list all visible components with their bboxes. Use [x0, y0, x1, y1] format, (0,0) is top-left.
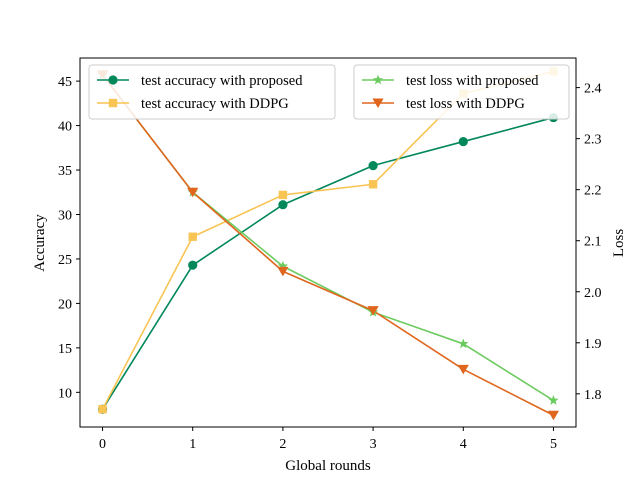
legend-loss: test loss with proposed test loss with DD… [353, 64, 570, 120]
left-y-axis-label: Accuracy [32, 214, 48, 272]
legend-box [88, 64, 336, 120]
x-tick-label: 5 [550, 437, 557, 452]
left-y-tick-label: 45 [58, 75, 72, 90]
legend-entry: test accuracy with DDPG [141, 96, 289, 112]
right-y-tick-label: 2.0 [584, 286, 602, 301]
legend-accuracy: test accuracy with proposed test accuracy… [88, 64, 336, 120]
left-y-tick-label: 40 [58, 120, 72, 135]
legend-marker [372, 98, 384, 109]
data-point [458, 338, 469, 349]
left-y-tick-label: 10 [58, 386, 72, 401]
x-axis-label: Global rounds [285, 458, 371, 474]
data-point [98, 405, 107, 414]
right-y-tick-label: 1.8 [584, 388, 602, 403]
data-point [458, 136, 468, 147]
right-y-tick-label: 2.4 [584, 82, 602, 97]
legend-entry: test loss with proposed [406, 73, 539, 89]
right-y-axis: 1.8 1.9 2.0 2.1 2.2 2.3 2.4 [576, 82, 602, 403]
data-point [187, 187, 199, 198]
right-y-axis-label: Loss [611, 229, 627, 258]
left-y-tick-label: 35 [58, 164, 72, 179]
legend-box [353, 64, 570, 120]
data-point [547, 410, 560, 421]
data-point [457, 364, 469, 375]
series-line-1 [101, 116, 554, 410]
data-point [188, 260, 198, 270]
plot-frame [79, 57, 577, 428]
series-lines [101, 70, 554, 416]
data-point [368, 180, 378, 189]
x-tick-label: 2 [279, 437, 286, 452]
series-line-4 [101, 74, 554, 416]
x-tick-label: 0 [99, 437, 106, 452]
data-point [368, 160, 378, 171]
data-point [278, 200, 288, 210]
left-y-tick-label: 25 [58, 253, 72, 268]
x-axis: 0 1 2 3 4 5 [99, 427, 557, 452]
left-y-axis: 10 15 20 25 30 35 40 45 [58, 75, 80, 401]
x-tick-label: 1 [189, 437, 196, 452]
right-y-tick-label: 2.1 [584, 235, 602, 250]
right-y-tick-label: 2.2 [584, 184, 602, 199]
legend-marker [108, 75, 118, 85]
data-point [367, 306, 379, 316]
series-line-3 [101, 74, 554, 402]
left-y-tick-label: 15 [58, 342, 72, 357]
legend-entry: test accuracy with proposed [141, 73, 303, 89]
legend-entry: test loss with DDPG [406, 96, 525, 112]
right-y-tick-label: 2.3 [584, 133, 602, 148]
data-point [278, 190, 288, 200]
x-tick-label: 3 [370, 437, 377, 452]
legend-marker [372, 74, 384, 85]
left-y-tick-label: 20 [58, 297, 72, 312]
data-point [277, 260, 289, 271]
data-point [277, 266, 289, 277]
x-tick-label: 4 [460, 437, 467, 452]
series-markers [96, 67, 560, 421]
legend-marker [108, 98, 118, 108]
right-y-tick-label: 1.9 [584, 337, 602, 352]
left-y-tick-label: 30 [58, 208, 72, 223]
data-point [188, 232, 197, 241]
data-point [548, 395, 559, 405]
